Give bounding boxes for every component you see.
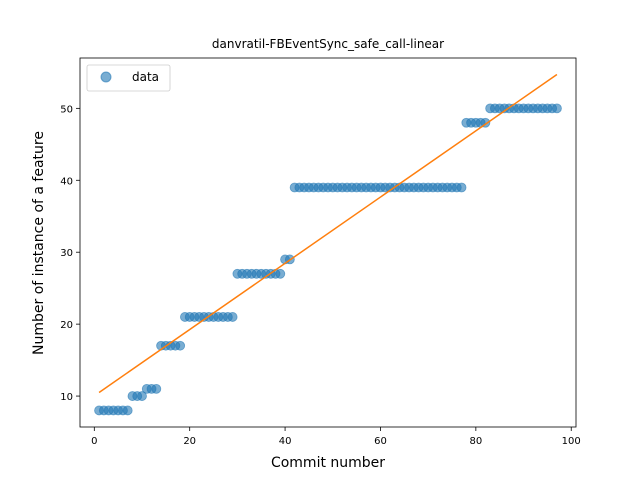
y-tick-label: 40	[60, 176, 73, 187]
x-axis: 0 20 40 60 80 100	[91, 427, 581, 447]
x-tick-label: 20	[183, 436, 196, 447]
data-point	[456, 182, 467, 193]
data-point	[275, 268, 286, 279]
legend-label-data: data	[132, 70, 159, 84]
fit-line	[98, 73, 558, 394]
legend-marker	[100, 71, 112, 83]
data-point	[227, 312, 238, 322]
legend-box	[86, 64, 171, 92]
legend: data	[86, 64, 171, 92]
x-tick-label: 40	[279, 436, 292, 447]
chart-title: danvratil-FBEventSync_safe_call-linear	[212, 37, 444, 51]
x-tick-label: 100	[562, 436, 581, 447]
y-tick-label: 20	[60, 320, 73, 331]
y-tick-label: 30	[60, 248, 73, 259]
y-tick-label: 10	[60, 392, 73, 403]
y-tick-label: 50	[60, 104, 73, 115]
data-point	[552, 103, 562, 114]
data-point	[175, 340, 186, 351]
y-axis-label: Number of instance of a feature	[31, 131, 47, 355]
x-tick-label: 0	[91, 436, 97, 447]
x-axis-label: Commit number	[271, 455, 385, 471]
plot-frame	[79, 57, 577, 428]
y-axis: 10 20 30 40 50	[60, 104, 80, 403]
data-point	[122, 405, 133, 416]
data-point	[151, 383, 162, 394]
x-tick-label: 80	[469, 436, 482, 447]
plot-series	[94, 73, 562, 416]
data-point	[137, 391, 147, 401]
x-tick-label: 60	[374, 436, 387, 447]
